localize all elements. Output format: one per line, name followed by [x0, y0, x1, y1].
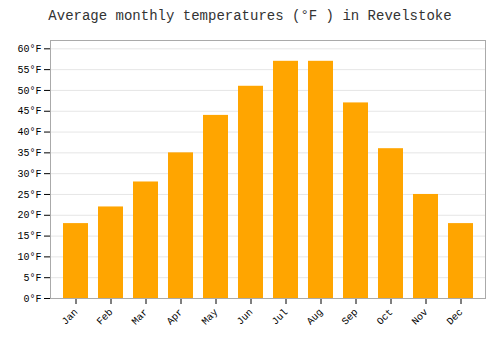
- svg-text:Sep: Sep: [340, 307, 361, 328]
- svg-text:25°F: 25°F: [17, 190, 41, 201]
- svg-text:May: May: [200, 307, 221, 328]
- svg-text:Aug: Aug: [305, 307, 326, 328]
- svg-text:40°F: 40°F: [17, 127, 41, 138]
- svg-text:Nov: Nov: [410, 307, 431, 328]
- svg-text:Dec: Dec: [445, 307, 466, 328]
- svg-text:15°F: 15°F: [17, 231, 41, 242]
- svg-text:Mar: Mar: [130, 307, 151, 328]
- svg-text:Jun: Jun: [235, 307, 256, 328]
- svg-text:Jul: Jul: [270, 307, 291, 328]
- svg-text:50°F: 50°F: [17, 86, 41, 97]
- svg-text:Oct: Oct: [375, 307, 396, 328]
- svg-text:60°F: 60°F: [17, 44, 41, 55]
- svg-text:10°F: 10°F: [17, 252, 41, 263]
- svg-text:45°F: 45°F: [17, 106, 41, 117]
- svg-text:Apr: Apr: [165, 307, 186, 328]
- svg-text:35°F: 35°F: [17, 148, 41, 159]
- svg-text:55°F: 55°F: [17, 65, 41, 76]
- svg-text:0°F: 0°F: [23, 294, 41, 305]
- svg-text:Jan: Jan: [60, 307, 81, 328]
- svg-text:5°F: 5°F: [23, 273, 41, 284]
- svg-text:20°F: 20°F: [17, 210, 41, 221]
- svg-text:30°F: 30°F: [17, 169, 41, 180]
- html-text:Average monthly temperatures (: Average monthly temperatures (°F ) in Re…: [48, 8, 452, 24]
- svg-text:Feb: Feb: [95, 307, 116, 328]
